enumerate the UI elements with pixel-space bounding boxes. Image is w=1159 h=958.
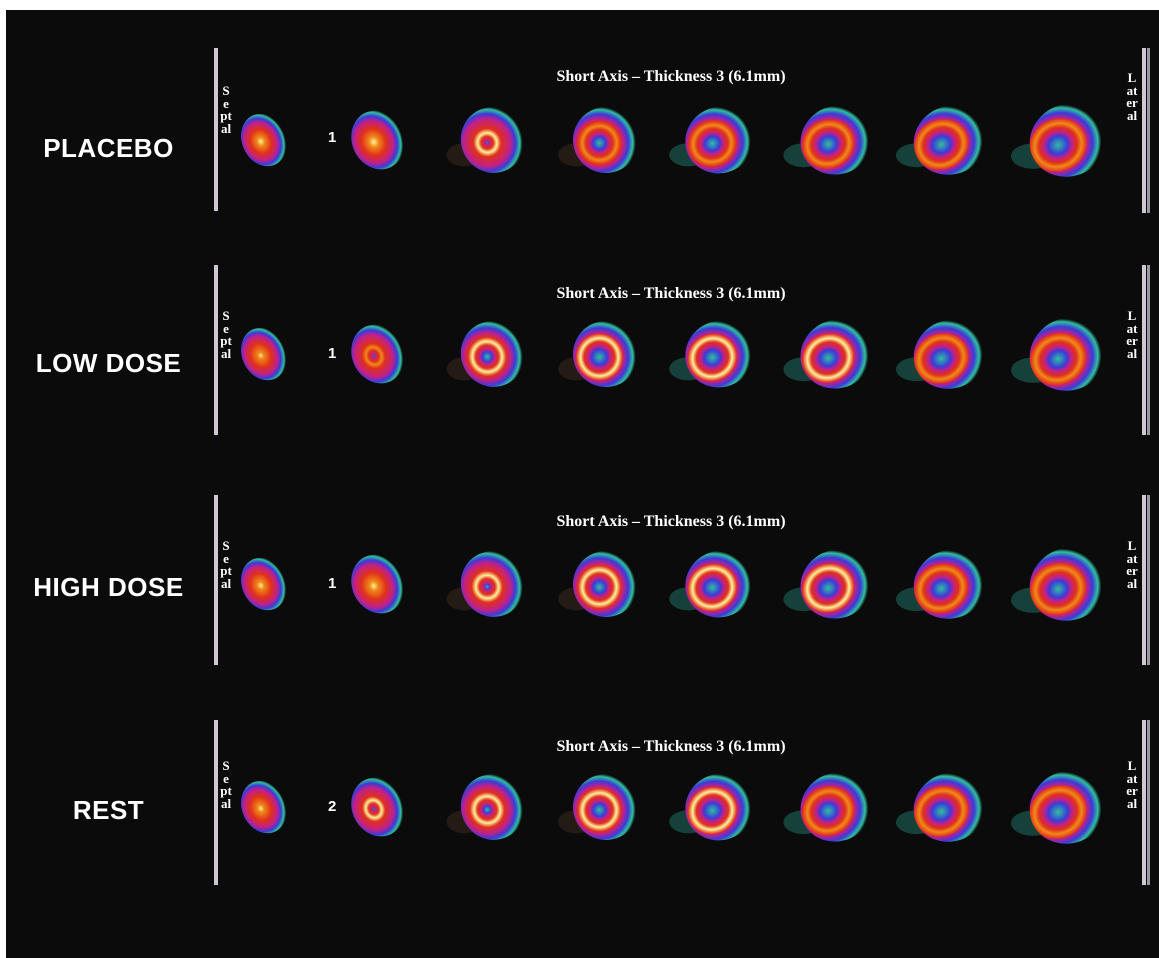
row-title: Short Axis – Thickness 3 (6.1mm) [556, 68, 786, 85]
row-low-dose: LOW DOSE Short Axis – Thickness 3 (6.1mm… [6, 230, 1159, 435]
short-axis-slice [1029, 103, 1109, 177]
short-axis-slice [800, 549, 874, 619]
septal-label: Septal [220, 83, 232, 136]
right-divider [1142, 48, 1146, 213]
short-axis-slice [460, 551, 526, 617]
row-label: LOW DOSE [35, 348, 182, 378]
row-label: REST [72, 795, 145, 825]
row-title: Short Axis – Thickness 3 (6.1mm) [556, 285, 786, 302]
lateral-label: Lateral [1126, 308, 1138, 361]
short-axis-slice [913, 105, 989, 175]
short-axis-slice [685, 320, 755, 388]
short-axis-slice [1029, 770, 1109, 844]
short-axis-slice [241, 780, 287, 834]
short-axis-slice [1029, 547, 1109, 621]
lateral-label: Lateral [1126, 70, 1138, 123]
lateral-label: Lateral [1126, 538, 1138, 591]
septal-label: Septal [220, 538, 232, 591]
short-axis-slice [351, 324, 405, 384]
image-panel: PLACEBO Short Axis – Thickness 3 (6.1mm)… [6, 10, 1159, 958]
short-axis-slice [573, 321, 639, 387]
row-title: Short Axis – Thickness 3 (6.1mm) [556, 513, 786, 530]
short-axis-slice [913, 772, 989, 842]
short-axis-slice [685, 773, 755, 841]
right-divider [1142, 265, 1146, 435]
short-axis-slice [241, 327, 287, 381]
left-divider [214, 48, 218, 211]
short-axis-slice [685, 550, 755, 618]
short-axis-slice [573, 551, 639, 617]
short-axis-slice [241, 113, 287, 167]
slice-strip [241, 547, 1109, 621]
row-placebo: PLACEBO Short Axis – Thickness 3 (6.1mm)… [6, 10, 1159, 215]
left-divider [214, 495, 218, 665]
short-axis-slice [800, 772, 874, 842]
row-label: HIGH DOSE [33, 572, 184, 602]
short-axis-slice [913, 549, 989, 619]
short-axis-slice [460, 107, 526, 173]
row-title: Short Axis – Thickness 3 (6.1mm) [556, 738, 786, 755]
short-axis-slice [685, 106, 755, 174]
slice-strip [241, 317, 1109, 391]
left-divider [214, 720, 218, 885]
slice-index: 2 [328, 798, 337, 815]
short-axis-slice [351, 554, 405, 614]
short-axis-slice [460, 774, 526, 840]
short-axis-slice [241, 557, 287, 611]
short-axis-slice [351, 110, 405, 170]
right-divider [1142, 720, 1146, 885]
short-axis-slice [1029, 317, 1109, 391]
lateral-label: Lateral [1126, 758, 1138, 811]
short-axis-slice [573, 107, 639, 173]
slice-index: 1 [328, 345, 337, 362]
short-axis-slice [800, 319, 874, 389]
septal-label: Septal [220, 758, 232, 811]
row-rest: REST Short Axis – Thickness 3 (6.1mm) Se… [6, 685, 1159, 890]
row-high-dose: HIGH DOSE Short Axis – Thickness 3 (6.1m… [6, 460, 1159, 665]
short-axis-slice [351, 777, 405, 837]
short-axis-slice [800, 105, 874, 175]
slice-index: 1 [328, 129, 337, 146]
right-divider-secondary [1147, 495, 1150, 665]
slice-strip [241, 103, 1109, 177]
short-axis-slice [573, 774, 639, 840]
short-axis-slice [913, 319, 989, 389]
left-divider [214, 265, 218, 435]
row-label: PLACEBO [43, 133, 174, 163]
right-divider [1142, 495, 1146, 665]
slice-index: 1 [328, 575, 337, 592]
right-divider-secondary [1147, 720, 1150, 885]
slice-strip [241, 770, 1109, 844]
short-axis-slice [460, 321, 526, 387]
right-divider-secondary [1147, 48, 1150, 213]
septal-label: Septal [220, 308, 232, 361]
right-divider-secondary [1147, 265, 1150, 435]
